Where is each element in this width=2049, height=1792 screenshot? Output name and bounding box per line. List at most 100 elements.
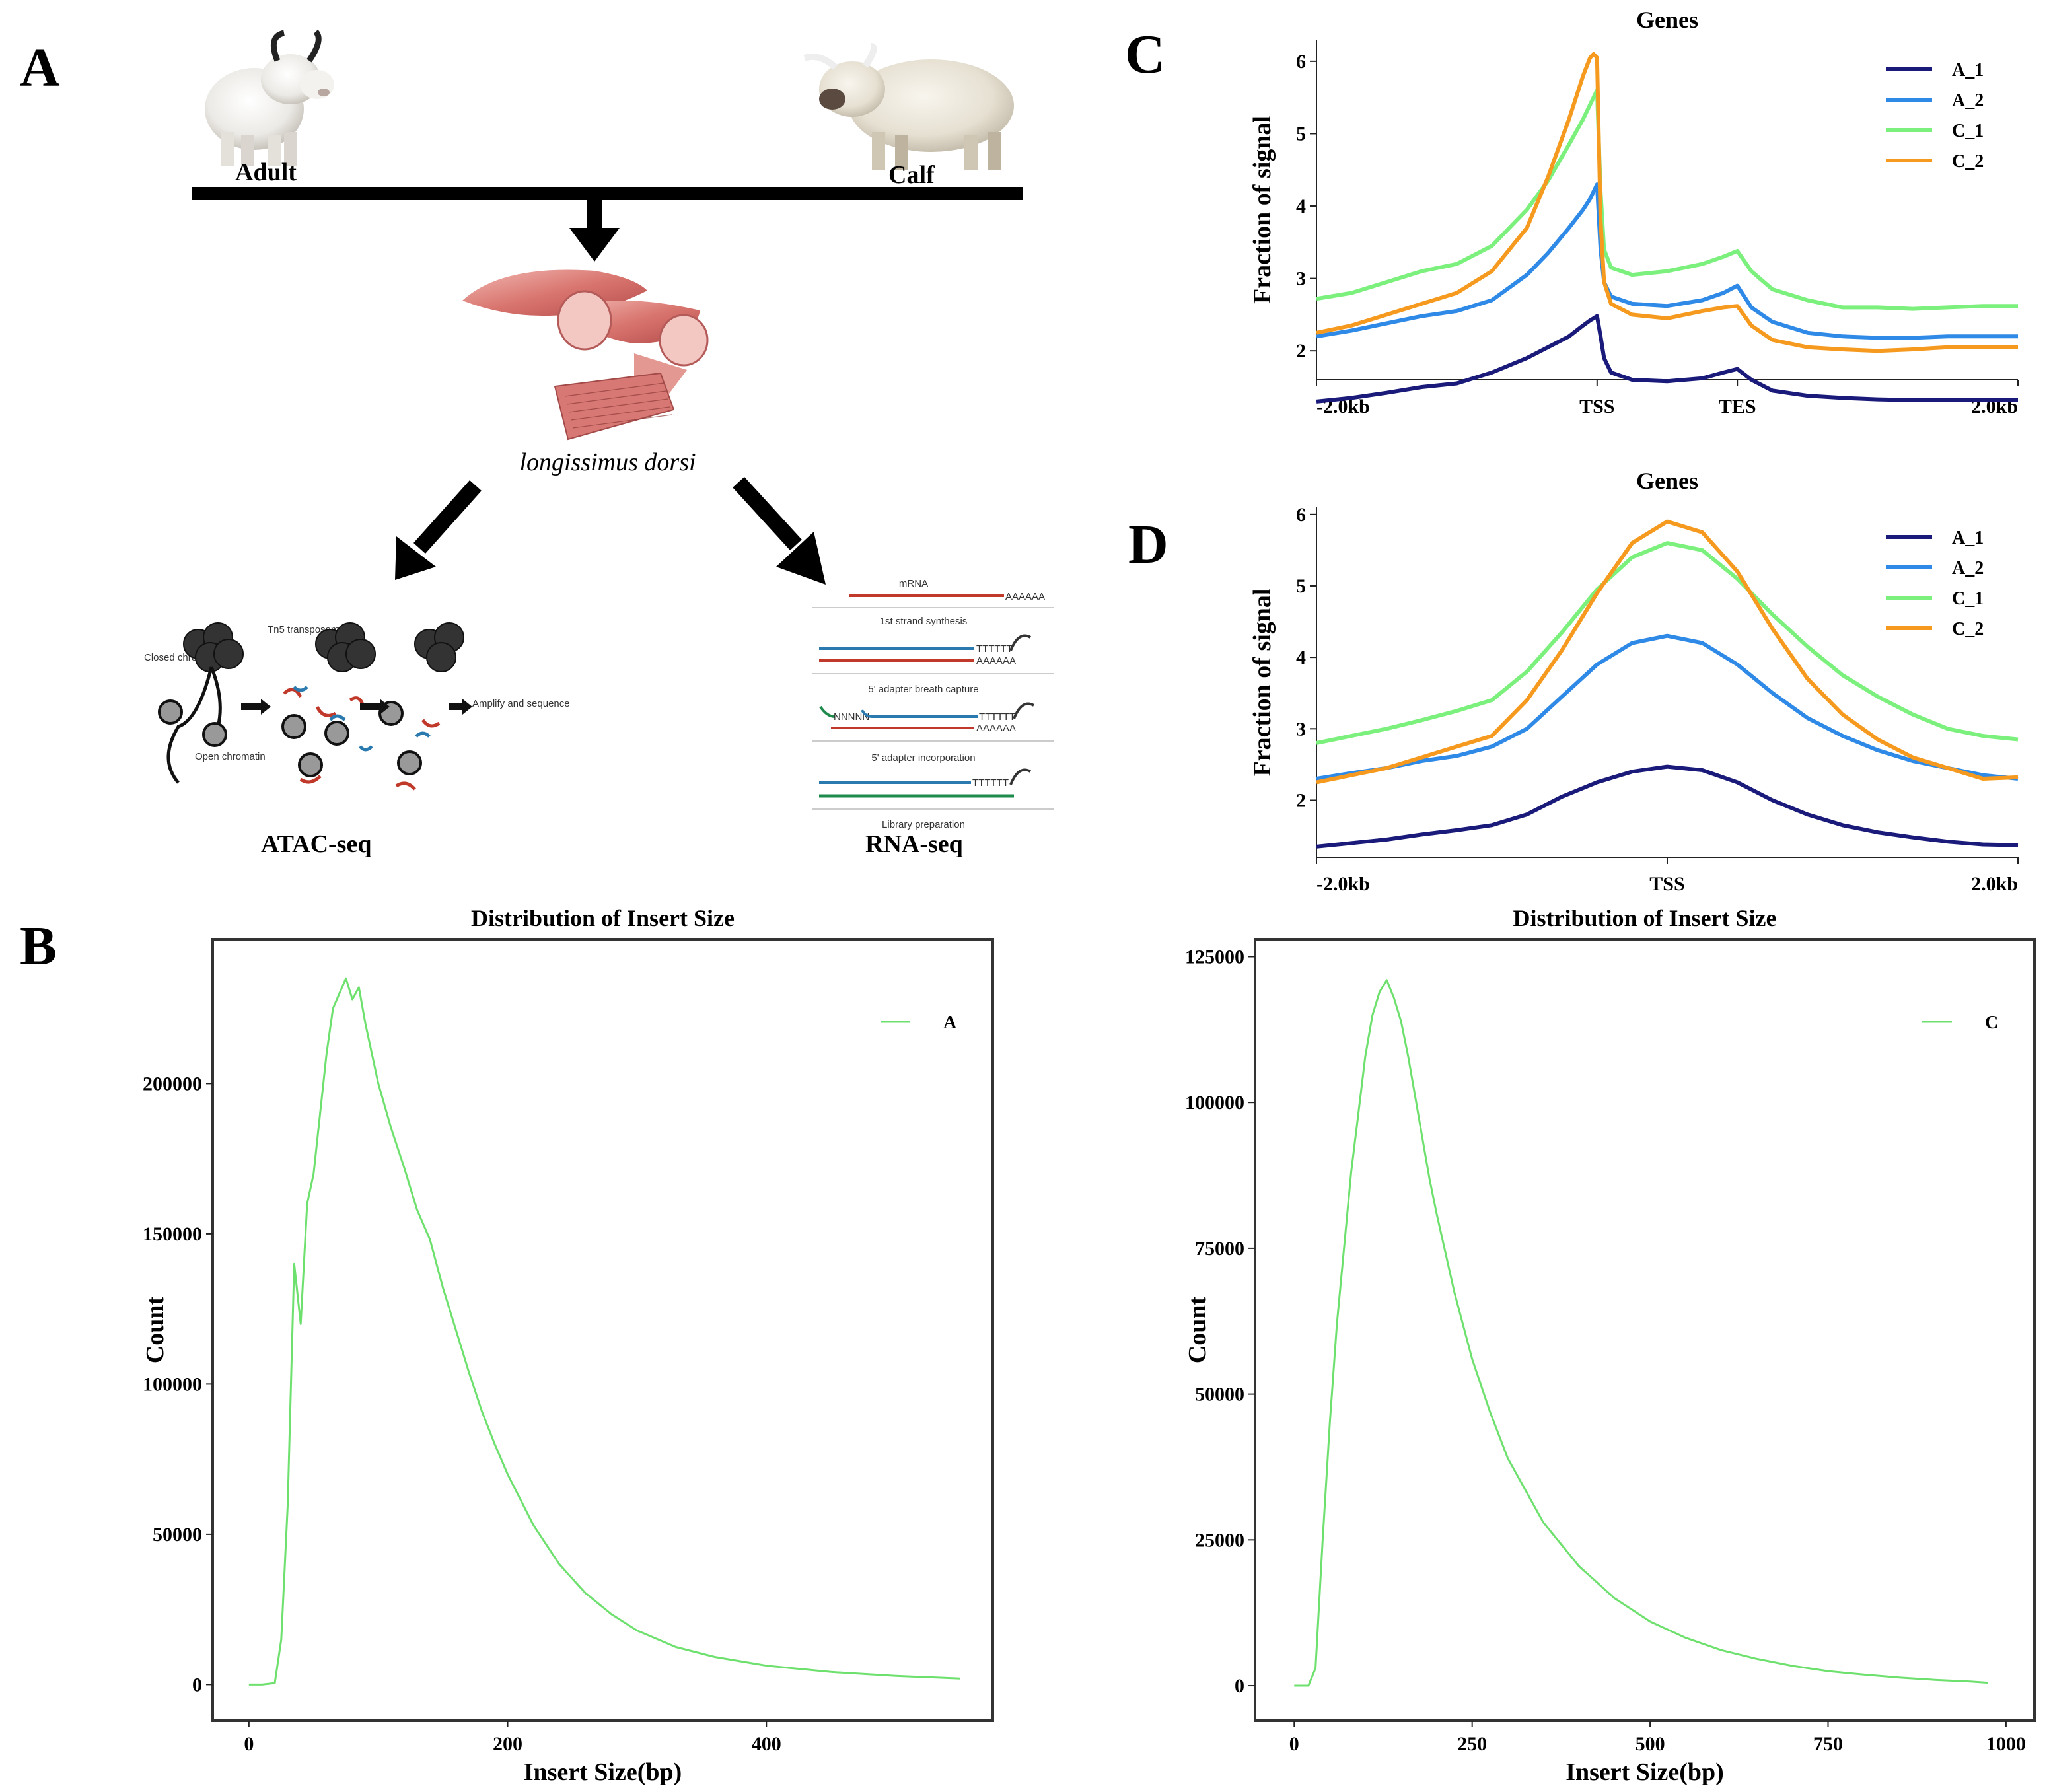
y-axis-label: Count [141, 1296, 169, 1363]
rna-polya-3: AAAAAA [976, 723, 1016, 734]
rna-polyt-3: TTTTTT [972, 777, 1009, 789]
rna-polyt-1: TTTTTT [976, 643, 1013, 655]
series-line-A [248, 977, 961, 1686]
legend-label-A_2: A_2 [1952, 90, 1984, 111]
arrow-to-atac-icon [395, 480, 482, 580]
panel-label-c: C [1125, 24, 1165, 85]
series-line-C_1 [1316, 541, 2019, 745]
chart-title: Genes [1636, 7, 1698, 33]
rna-step-breath-capture: 5' adapter breath capture [868, 684, 978, 695]
y-tick-label: 100000 [1185, 1092, 1244, 1114]
timeline-bar [192, 187, 1023, 200]
rna-seq-label: RNA-seq [865, 830, 963, 858]
x-tick-label: 400 [752, 1733, 781, 1755]
rna-polya-2: AAAAAA [976, 655, 1016, 666]
panel-label-d: D [1128, 514, 1168, 575]
y-tick-label: 25000 [1195, 1529, 1244, 1551]
calf-label: Calf [888, 161, 935, 189]
y-tick-label: 4 [1296, 196, 1306, 217]
x-tick-label: 200 [493, 1733, 522, 1755]
panel-a: A Adult Calf [20, 29, 1054, 858]
adult-yak-illustration [205, 29, 334, 166]
legend-label-C: C [1985, 1013, 1998, 1033]
y-tick-label: 4 [1296, 647, 1306, 668]
arrow-down-icon [569, 200, 620, 262]
chart-title: Genes [1636, 468, 1698, 494]
y-axis-label: Fraction of signal [1248, 116, 1276, 304]
x-tick-label: 500 [1636, 1733, 1665, 1755]
y-tick-label: 0 [192, 1674, 202, 1696]
rna-polya-1: AAAAAA [1005, 591, 1045, 602]
y-axis-label: Fraction of signal [1248, 589, 1276, 777]
y-tick-label: 150000 [143, 1223, 202, 1245]
y-tick-label: 6 [1296, 51, 1306, 73]
series-line-A_2 [1316, 182, 2018, 340]
series-line-A_2 [1316, 633, 2019, 781]
arrow-to-rna-icon [733, 476, 826, 585]
x-tick-label: 750 [1813, 1733, 1843, 1755]
rna-diagram: mRNA AAAAAA 1st strand synthesis TTTTTT … [812, 578, 1054, 830]
rna-step-first-strand: 1st strand synthesis [880, 616, 968, 627]
legend-label-A_1: A_1 [1952, 528, 1984, 548]
x-tick-label: 0 [1289, 1733, 1299, 1755]
rna-step-mrna: mRNA [899, 578, 928, 589]
rna-step-library: Library preparation [882, 819, 965, 830]
rna-polyt-2: TTTTTT [979, 711, 1015, 723]
x-tick-label: TES [1719, 396, 1756, 417]
y-tick-label: 125000 [1185, 946, 1244, 968]
series-line-C_2 [1316, 52, 2018, 353]
legend-label-C_1: C_1 [1952, 589, 1984, 609]
chart-title: Distribution of Insert Size [471, 905, 735, 931]
y-axis-label: Count [1184, 1296, 1211, 1363]
atac-diagram: Closed chromatin Tn5 transposome Open ch… [144, 622, 570, 791]
muscle-illustration [462, 269, 709, 441]
x-tick-label: 0 [244, 1733, 254, 1755]
legend-label-C_2: C_2 [1952, 619, 1984, 639]
series-line-C_2 [1316, 519, 2019, 785]
legend-label-A: A [943, 1013, 957, 1033]
y-tick-label: 100000 [143, 1373, 202, 1395]
legend-label-C_1: C_1 [1952, 121, 1984, 141]
y-tick-label: 3 [1296, 718, 1306, 740]
rna-step-incorporation: 5' adapter incorporation [871, 752, 975, 764]
x-axis-label: Insert Size(bp) [1565, 1758, 1724, 1786]
x-tick-label: 250 [1457, 1733, 1487, 1755]
calf-yak-illustration [803, 43, 1014, 170]
plot-frame [1254, 938, 2036, 1722]
legend-label-A_1: A_1 [1952, 60, 1984, 81]
rna-nnn-1: NNNNN [834, 711, 869, 723]
y-tick-label: 75000 [1195, 1238, 1244, 1260]
y-tick-label: 50000 [153, 1524, 202, 1546]
x-tick-label: TSS [1649, 873, 1684, 895]
series-line-A_1 [1316, 314, 2018, 404]
legend-label-A_2: A_2 [1952, 558, 1984, 579]
x-tick-label: 1000 [1986, 1733, 2026, 1755]
panel-label-a: A [20, 37, 60, 98]
adult-label: Adult [235, 159, 297, 186]
atac-amplify-label: Amplify and sequence [472, 698, 570, 709]
series-line-A_1 [1316, 764, 2019, 849]
y-tick-label: 6 [1296, 504, 1306, 526]
chart-title: Distribution of Insert Size [1513, 905, 1777, 931]
x-tick-label: -2.0kb [1316, 873, 1370, 895]
y-tick-label: 5 [1296, 575, 1306, 597]
panel-label-b: B [20, 915, 57, 977]
y-tick-label: 50000 [1195, 1384, 1244, 1406]
legend-label-C_2: C_2 [1952, 151, 1984, 172]
tissue-label: longissimus dorsi [519, 448, 696, 476]
chart-d-tss-profile: Genes 2 3 4 5 6 -2.0kb TSS 2.0kb Fraction of sign… [1248, 468, 2019, 895]
series-line-C_1 [1316, 88, 2018, 311]
chart-b-insert-size-a: Distribution of Insert Size 0 50000 100000 1… [141, 905, 994, 1786]
y-tick-label: 2 [1296, 340, 1306, 362]
y-tick-label: 0 [1235, 1675, 1244, 1697]
y-tick-label: 2 [1296, 789, 1306, 811]
y-tick-label: 5 [1296, 123, 1306, 145]
y-tick-label: 3 [1296, 268, 1306, 290]
y-tick-label: 200000 [143, 1073, 202, 1094]
plot-frame [211, 938, 994, 1722]
x-tick-label: 2.0kb [1971, 873, 2018, 895]
atac-open-chromatin-label: Open chromatin [195, 751, 266, 762]
atac-seq-label: ATAC-seq [261, 830, 371, 858]
